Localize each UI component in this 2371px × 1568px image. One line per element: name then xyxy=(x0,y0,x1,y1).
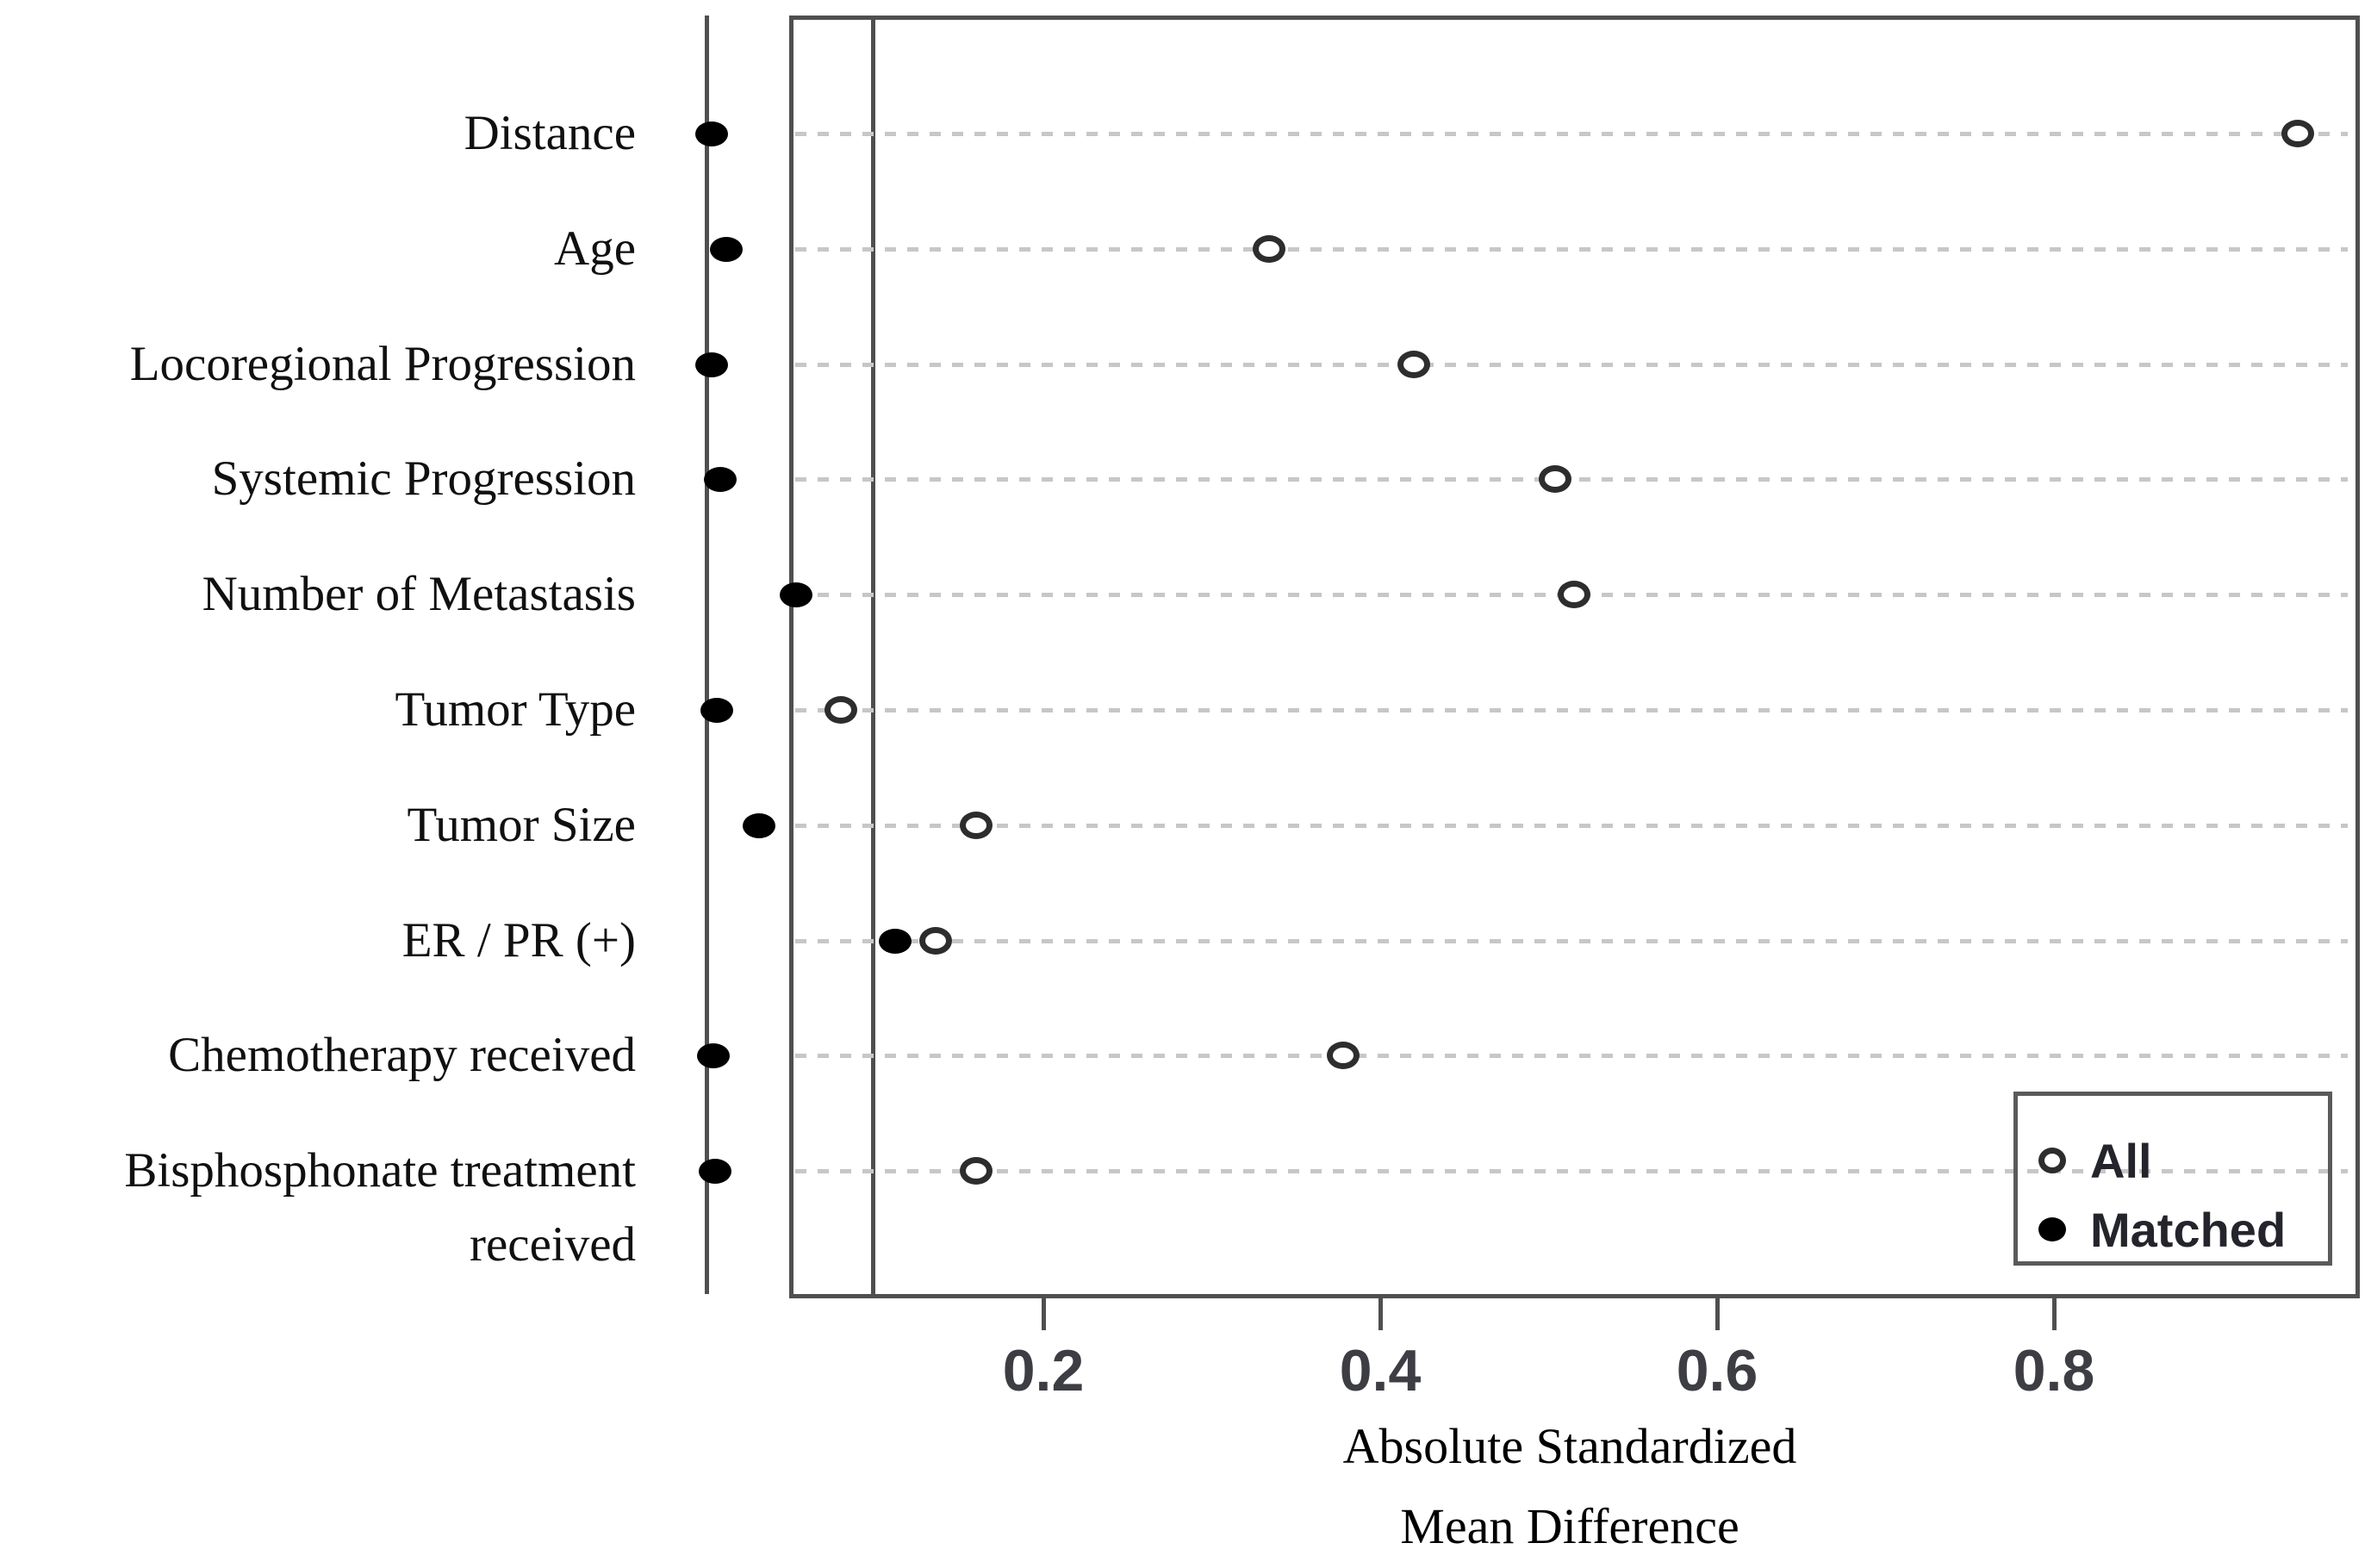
matched-point xyxy=(710,236,744,262)
x-tick-label: 0.4 xyxy=(1339,1338,1422,1403)
x-tick-label: 0.6 xyxy=(1676,1338,1758,1403)
gridline xyxy=(795,1054,2348,1059)
gridline xyxy=(795,477,2348,482)
row-label-line: Distance xyxy=(464,106,636,160)
row-label-line: Number of Metastasis xyxy=(202,567,636,622)
matched-point xyxy=(694,352,728,377)
row-label: Number of Metastasis xyxy=(0,557,636,632)
row-label-line: Age xyxy=(554,221,636,276)
row-label: Tumor Type xyxy=(0,673,637,747)
matched-point xyxy=(698,1159,731,1185)
all-point xyxy=(1397,350,1431,378)
legend-entry-matched: Matched xyxy=(2038,1202,2287,1257)
legend xyxy=(2013,1092,2332,1266)
x-tick xyxy=(1378,1294,1383,1330)
row-label: Age xyxy=(0,212,636,286)
row-label-line: ER / PR (+) xyxy=(401,912,636,968)
zero-reference-line xyxy=(705,16,709,1294)
all-point xyxy=(1252,234,1285,263)
gridline xyxy=(795,708,2348,712)
row-label-line: Tumor Type xyxy=(395,682,637,737)
x-axis-title-line2: Mean Difference xyxy=(1400,1498,1739,1554)
filled-circle-icon xyxy=(2038,1217,2066,1241)
row-label-line: Systemic Progression xyxy=(211,451,636,507)
all-point xyxy=(1326,1042,1360,1070)
gridline xyxy=(795,1169,2348,1174)
all-point xyxy=(959,811,993,839)
matched-point xyxy=(703,467,737,493)
x-tick-label: 0.2 xyxy=(1002,1338,1085,1403)
row-label-line: received xyxy=(469,1217,636,1272)
row-label: ER / PR (+) xyxy=(0,904,636,978)
gridline xyxy=(795,132,2348,136)
gridline xyxy=(795,362,2348,367)
row-label: Bisphosphonate treatment received xyxy=(0,1134,636,1282)
all-point xyxy=(825,696,858,724)
row-label: Distance xyxy=(0,96,636,171)
row-label-line: Locoregional Progression xyxy=(129,336,636,391)
all-point xyxy=(1539,465,1572,494)
matched-point xyxy=(779,582,812,608)
row-label-line: Tumor Size xyxy=(407,797,636,852)
open-circle-icon xyxy=(2038,1148,2066,1173)
matched-point xyxy=(742,812,775,838)
row-label: Chemotherapy received xyxy=(0,1018,636,1092)
gridline xyxy=(795,823,2348,828)
gridline xyxy=(795,246,2348,252)
matched-point xyxy=(694,121,728,146)
all-point xyxy=(2281,120,2315,147)
x-tick xyxy=(1715,1294,1720,1330)
x-tick xyxy=(2052,1294,2057,1330)
matched-point xyxy=(878,928,912,954)
legend-matched-label: Matched xyxy=(2090,1202,2287,1257)
all-point xyxy=(959,1157,993,1185)
matched-point xyxy=(700,698,733,723)
matched-point xyxy=(696,1043,730,1069)
row-label-line: Bisphosphonate treatment xyxy=(124,1143,636,1198)
legend-entry-all: All xyxy=(2038,1133,2152,1188)
gridline xyxy=(795,938,2348,943)
all-point xyxy=(918,926,952,955)
row-label: Systemic Progression xyxy=(0,442,636,516)
row-label-line: Chemotherapy received xyxy=(168,1028,636,1083)
all-point xyxy=(1557,581,1590,609)
legend-all-label: All xyxy=(2090,1133,2152,1188)
x-axis-title-line1: Absolute Standardized xyxy=(1342,1418,1797,1474)
x-tick xyxy=(1042,1294,1046,1330)
row-label: Locoregional Progression xyxy=(0,327,636,401)
threshold-reference-line xyxy=(871,16,875,1294)
row-label: Tumor Size xyxy=(0,788,636,862)
x-tick-label: 0.8 xyxy=(2013,1338,2095,1403)
plot-area-border xyxy=(789,16,2360,1298)
